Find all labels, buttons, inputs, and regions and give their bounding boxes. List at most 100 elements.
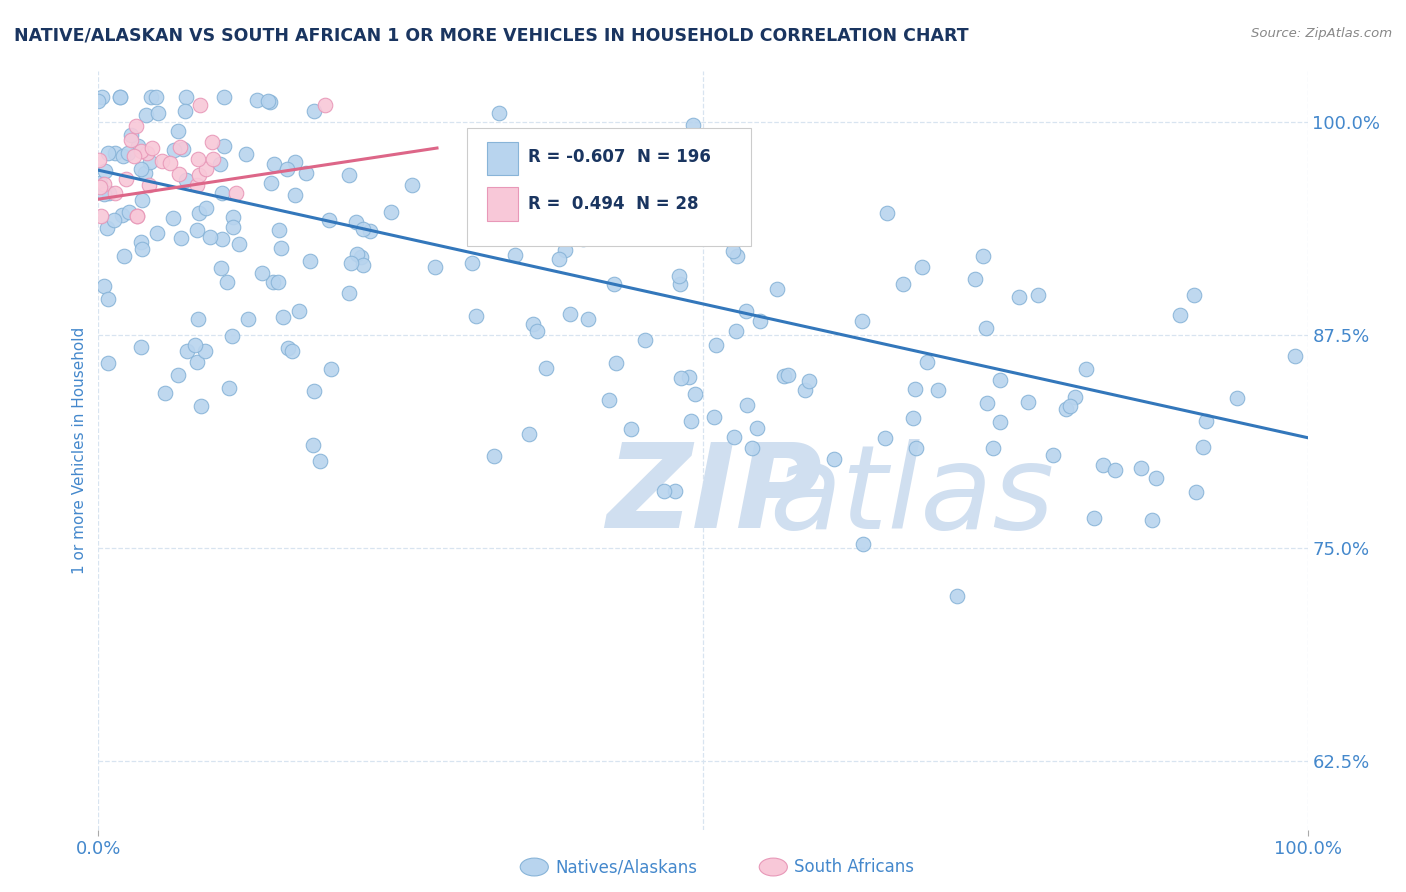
Point	[125, 209, 148, 223]
Point	[1064, 390, 1087, 404]
Point	[1026, 288, 1049, 302]
Point	[904, 441, 927, 455]
Point	[228, 237, 250, 252]
Point	[201, 153, 224, 167]
Point	[176, 344, 198, 359]
Point	[1140, 513, 1163, 527]
Point	[903, 382, 925, 396]
Point	[97, 355, 120, 369]
Point	[1059, 399, 1081, 413]
Point	[554, 244, 576, 258]
Point	[359, 224, 381, 238]
Point	[301, 438, 323, 452]
Point	[195, 162, 218, 177]
Point	[188, 98, 211, 112]
Point	[212, 139, 235, 153]
Point	[679, 414, 702, 428]
Point	[176, 173, 198, 187]
Text: NATIVE/ALASKAN VS SOUTH AFRICAN 1 OR MORE VEHICLES IN HOUSEHOLD CORRELATION CHAR: NATIVE/ALASKAN VS SOUTH AFRICAN 1 OR MOR…	[14, 27, 969, 45]
Point	[97, 186, 120, 201]
Point	[211, 232, 233, 246]
Point	[108, 90, 131, 104]
Point	[605, 356, 627, 370]
Point	[1042, 449, 1064, 463]
Point	[91, 90, 114, 104]
Point	[294, 166, 316, 180]
Point	[173, 103, 195, 118]
Point	[1017, 395, 1039, 409]
Point	[683, 387, 706, 401]
Point	[498, 203, 520, 218]
Point	[209, 261, 232, 276]
Point	[134, 166, 156, 180]
Point	[380, 204, 402, 219]
Point	[215, 275, 238, 289]
Point	[90, 209, 112, 223]
Point	[598, 392, 620, 407]
Point	[723, 430, 745, 444]
Point	[122, 149, 145, 163]
Point	[893, 277, 915, 292]
Point	[201, 136, 224, 150]
Point	[103, 213, 125, 227]
Point	[260, 176, 283, 190]
Point	[1091, 458, 1114, 473]
Point	[1185, 485, 1208, 500]
Point	[150, 153, 173, 168]
Point	[129, 235, 152, 249]
Point	[146, 106, 169, 120]
Point	[208, 157, 231, 171]
Point	[129, 162, 152, 177]
Point	[1168, 308, 1191, 322]
Point	[176, 90, 198, 104]
Point	[1144, 471, 1167, 485]
Point	[470, 194, 492, 208]
Point	[337, 285, 360, 300]
Text: atlas: atlas	[769, 439, 1054, 553]
Point	[724, 325, 747, 339]
Point	[634, 333, 657, 347]
Point	[797, 374, 820, 388]
Point	[125, 119, 148, 133]
Point	[344, 214, 367, 228]
Point	[747, 421, 769, 435]
Point	[267, 276, 290, 290]
Point	[620, 422, 643, 436]
Point	[118, 205, 141, 219]
Point	[93, 187, 115, 202]
Point	[1008, 290, 1031, 304]
Point	[1054, 402, 1077, 417]
Point	[682, 118, 704, 132]
Point	[193, 344, 215, 359]
Point	[876, 206, 898, 220]
Point	[976, 396, 998, 410]
Point	[145, 90, 167, 104]
Point	[211, 186, 233, 201]
Point	[678, 370, 700, 384]
Point	[522, 318, 544, 332]
Point	[218, 381, 240, 395]
Point	[198, 229, 221, 244]
Point	[352, 259, 374, 273]
Point	[235, 146, 257, 161]
Point	[576, 312, 599, 326]
Point	[1104, 463, 1126, 477]
Point	[1192, 440, 1215, 454]
Point	[270, 241, 292, 255]
Point	[988, 415, 1011, 429]
Point	[1074, 361, 1097, 376]
Point	[96, 221, 118, 235]
Point	[1226, 392, 1249, 406]
Point	[488, 106, 510, 120]
Point	[503, 248, 526, 262]
Point	[741, 442, 763, 456]
Point	[572, 232, 595, 246]
Point	[225, 186, 247, 200]
Point	[194, 202, 217, 216]
Point	[703, 410, 725, 425]
Point	[115, 171, 138, 186]
Point	[974, 321, 997, 335]
FancyBboxPatch shape	[486, 142, 517, 175]
Point	[186, 355, 208, 369]
Point	[665, 169, 688, 184]
